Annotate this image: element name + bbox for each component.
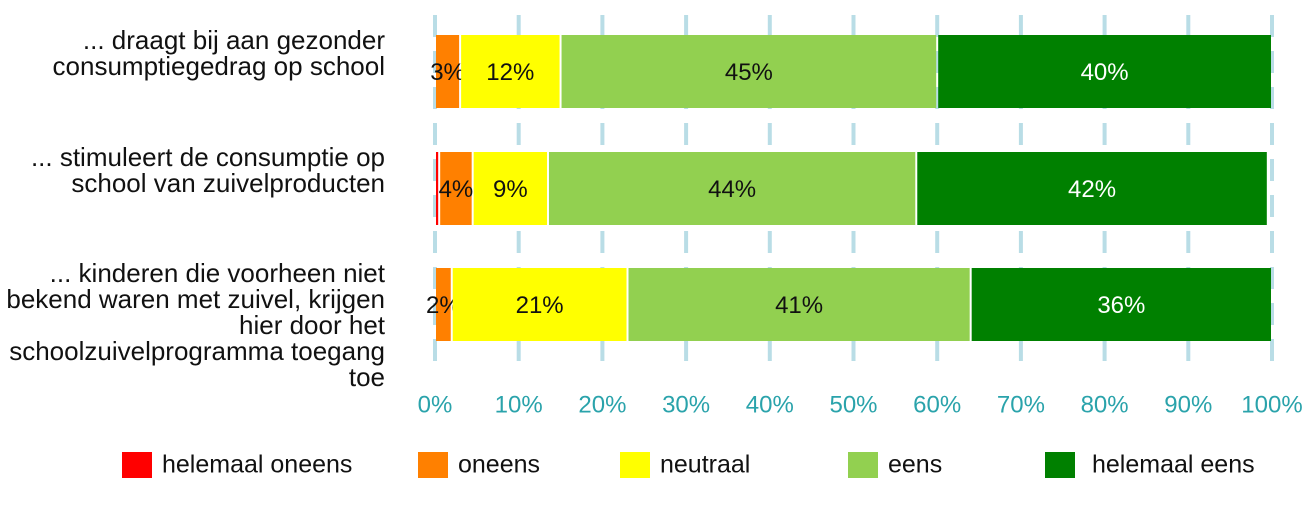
legend-swatch [122,452,152,478]
bar-segment [436,152,439,225]
bar-segment [561,35,937,108]
legend-item: helemaal eens [1045,451,1255,479]
legend-label: helemaal oneens [162,451,352,479]
bar-segment [461,35,560,108]
bar-segment [548,152,916,225]
value-label: 42% [1068,176,1116,203]
legend-swatch [1045,452,1075,478]
category-label: ... stimuleert de consumptie op school v… [30,142,385,198]
value-label: 9% [493,176,528,203]
value-label: 45% [725,59,773,86]
category-label: ... kinderen die voorheen niet bekend wa… [6,258,385,392]
value-label: 41% [775,292,823,319]
legend-item: eens [848,451,942,479]
x-tick-label: 20% [578,391,626,418]
x-tick-label: 70% [997,391,1045,418]
bar-segment [628,268,970,341]
value-label: 36% [1097,292,1145,319]
x-tick-label: 80% [1081,391,1129,418]
value-label: 4% [439,176,474,203]
x-tick-label: 40% [746,391,794,418]
legend-label: helemaal eens [1092,451,1255,479]
bar-segment [473,152,547,225]
bar-segment [436,35,460,108]
x-tick-label: 50% [829,391,877,418]
legend-item: helemaal oneens [122,451,352,479]
bar-segment [440,152,472,225]
x-tick-label: 90% [1164,391,1212,418]
legend-label: eens [888,451,942,479]
bar-segment [917,152,1267,225]
legend-label: oneens [458,451,540,479]
legend-swatch [848,452,878,478]
legend-item: neutraal [620,451,750,479]
value-label: 12% [486,59,534,86]
bar-segment [436,268,451,341]
legend-label: neutraal [660,451,750,479]
value-label: 21% [516,292,564,319]
x-tick-label: 60% [913,391,961,418]
x-tick-label: 10% [495,391,543,418]
bar-segment [452,268,627,341]
x-tick-label: 100% [1241,391,1302,418]
legend-swatch [418,452,448,478]
value-label: 40% [1081,59,1129,86]
bar-segment [938,35,1271,108]
legend-item: oneens [418,451,540,479]
bar-segment [971,268,1271,341]
x-tick-label: 30% [662,391,710,418]
value-label: 44% [708,176,756,203]
category-label: ... draagt bij aan gezonder consumptiege… [52,25,385,81]
x-tick-label: 0% [418,391,453,418]
legend-swatch [620,452,650,478]
value-label: 3% [430,59,465,86]
